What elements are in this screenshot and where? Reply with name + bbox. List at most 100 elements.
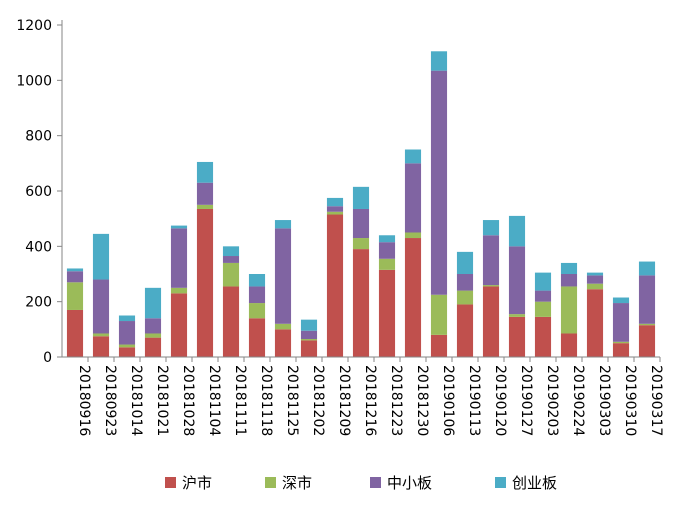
bar-segment bbox=[352, 208, 370, 239]
bar-segment bbox=[456, 290, 474, 305]
bar-segment bbox=[352, 238, 370, 250]
bar-segment bbox=[196, 208, 214, 357]
bar-segment bbox=[482, 220, 500, 236]
y-tick-label: 1000 bbox=[16, 73, 52, 89]
bar-segment bbox=[612, 341, 630, 344]
bar-segment bbox=[248, 286, 266, 304]
bar-segment bbox=[144, 318, 162, 334]
x-tick-label: 20181216 bbox=[362, 365, 378, 436]
x-tick-label: 20190303 bbox=[596, 365, 612, 436]
bar-segment bbox=[326, 211, 344, 215]
x-tick-label: 20181202 bbox=[310, 365, 326, 436]
bar-segment bbox=[534, 301, 552, 317]
legend-swatch bbox=[165, 477, 176, 488]
y-tick-label: 200 bbox=[25, 295, 52, 311]
bar-segment bbox=[378, 242, 396, 259]
x-tick-label: 20181104 bbox=[206, 365, 222, 436]
x-tick-label: 20181209 bbox=[336, 365, 352, 436]
bar-segment bbox=[118, 321, 136, 345]
bar-segment bbox=[170, 225, 188, 229]
bar-segment bbox=[118, 347, 136, 357]
x-tick-label: 20190120 bbox=[492, 365, 508, 436]
bar-segment bbox=[638, 261, 656, 276]
bar-segment bbox=[378, 235, 396, 243]
y-tick-label: 0 bbox=[43, 350, 52, 366]
bar-segment bbox=[430, 334, 448, 357]
bar-segment bbox=[248, 274, 266, 287]
bar-segment bbox=[66, 268, 84, 272]
bar-segment bbox=[92, 233, 110, 280]
bar-segment bbox=[66, 309, 84, 357]
bar-segment bbox=[404, 149, 422, 164]
x-tick-label: 20180916 bbox=[76, 365, 92, 436]
bar-segment bbox=[196, 182, 214, 205]
bar-segment bbox=[586, 289, 604, 357]
bar-segment bbox=[170, 293, 188, 357]
x-tick-label: 20190224 bbox=[570, 365, 586, 436]
bar-segment bbox=[66, 271, 84, 283]
bar-segment bbox=[404, 163, 422, 233]
bar-segment bbox=[560, 333, 578, 357]
bar-segment bbox=[222, 246, 240, 257]
legend-swatch bbox=[495, 477, 506, 488]
bar-segment bbox=[586, 275, 604, 284]
x-tick-label: 20181223 bbox=[388, 365, 404, 436]
bar-segment bbox=[560, 274, 578, 287]
bar-segment bbox=[274, 329, 292, 357]
bar-segment bbox=[456, 274, 474, 291]
y-tick-label: 1200 bbox=[16, 18, 52, 34]
bar-segment bbox=[508, 246, 526, 315]
x-tick-label: 20190127 bbox=[518, 365, 534, 436]
bar-segment bbox=[430, 70, 448, 295]
legend-label: 深市 bbox=[282, 474, 312, 492]
bar-segment bbox=[92, 336, 110, 357]
bar-segment bbox=[170, 228, 188, 288]
bar-segment bbox=[482, 235, 500, 286]
bar-segment bbox=[274, 323, 292, 330]
bar-segment bbox=[326, 206, 344, 212]
bar-segment bbox=[248, 303, 266, 319]
y-tick-label: 400 bbox=[25, 239, 52, 255]
bar-segment bbox=[404, 238, 422, 357]
bar-segment bbox=[612, 343, 630, 357]
bar-segment bbox=[300, 339, 318, 341]
bar-segment bbox=[534, 290, 552, 302]
bar-segment bbox=[508, 314, 526, 317]
y-axis: 0 200 400 600 800 1000 1200 bbox=[16, 18, 63, 366]
legend-label: 中小板 bbox=[387, 474, 432, 492]
x-tick-label: 20190317 bbox=[648, 365, 664, 436]
x-tick-label: 20181028 bbox=[180, 365, 196, 436]
x-tick-label: 20181111 bbox=[232, 365, 248, 436]
bar-segment bbox=[482, 285, 500, 287]
bar-segment bbox=[222, 286, 240, 357]
bar-segment bbox=[560, 262, 578, 274]
bar-segment bbox=[482, 286, 500, 357]
bar-segment bbox=[560, 286, 578, 334]
y-tick-label: 800 bbox=[25, 129, 52, 145]
bar-segment bbox=[144, 333, 162, 338]
bar-segment bbox=[404, 232, 422, 239]
bar-segment bbox=[508, 316, 526, 357]
bar-segment bbox=[92, 279, 110, 334]
legend-swatch bbox=[265, 477, 276, 488]
legend-label: 创业板 bbox=[512, 474, 557, 492]
x-tick-label: 20190106 bbox=[440, 365, 456, 436]
bar-segment bbox=[144, 337, 162, 357]
x-tick-label: 20190203 bbox=[544, 365, 560, 436]
bar-segment bbox=[352, 249, 370, 357]
bar-segment bbox=[170, 287, 188, 294]
legend-swatch bbox=[370, 477, 381, 488]
bar-segment bbox=[508, 215, 526, 247]
bars-group bbox=[66, 51, 656, 357]
legend-label: 沪市 bbox=[182, 474, 212, 492]
x-tick-label: 20181118 bbox=[258, 365, 274, 436]
bar-segment bbox=[612, 303, 630, 342]
bar-segment bbox=[196, 204, 214, 209]
bar-segment bbox=[534, 316, 552, 357]
bar-segment bbox=[378, 258, 396, 270]
bar-segment bbox=[586, 283, 604, 290]
bar-segment bbox=[300, 340, 318, 357]
bar-segment bbox=[638, 275, 656, 324]
